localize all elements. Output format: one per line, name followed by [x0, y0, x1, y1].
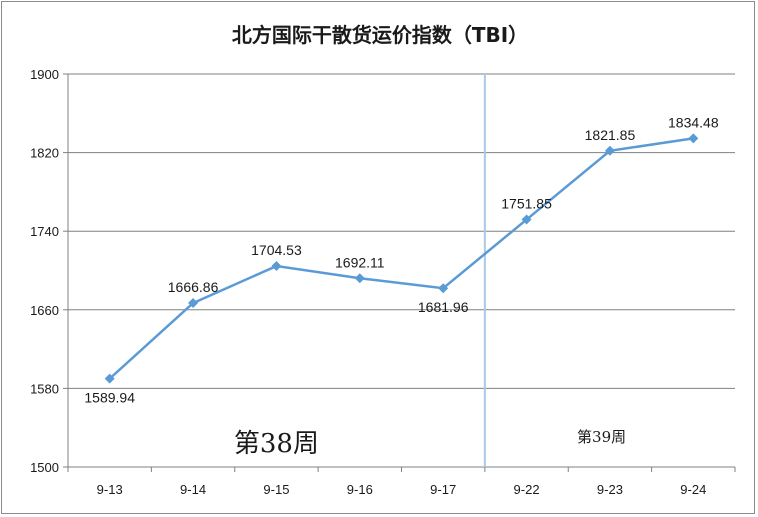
- y-tick-label: 1820: [30, 146, 59, 161]
- x-tick-label: 9-16: [347, 482, 373, 497]
- data-markers: [104, 133, 699, 384]
- y-tick-label: 1500: [30, 460, 59, 475]
- x-tick-label: 9-15: [263, 482, 289, 497]
- x-tick-label: 9-13: [97, 482, 123, 497]
- data-point: [104, 373, 115, 384]
- y-tick-label: 1580: [30, 381, 59, 396]
- data-point: [604, 145, 615, 156]
- data-point: [188, 298, 199, 309]
- x-tick-label: 9-17: [430, 482, 456, 497]
- chart-title: 北方国际干散货运价指数（TBI）: [232, 23, 528, 47]
- data-point: [354, 273, 365, 284]
- data-label: 1704.53: [251, 242, 302, 258]
- data-label: 1681.96: [418, 299, 469, 315]
- data-point: [688, 133, 699, 144]
- y-tick-labels: 1500 1580 1660 1740 1820 1900: [30, 67, 59, 475]
- week-38-annotation: 第38周: [234, 429, 319, 459]
- x-tick-label: 9-24: [680, 482, 706, 497]
- x-tick-labels: 9-13 9-14 9-15 9-16 9-17 9-22 9-23 9-24: [97, 482, 707, 497]
- week-39-annotation: 第39周: [577, 428, 626, 446]
- x-tick-label: 9-23: [597, 482, 623, 497]
- x-tick-label: 9-22: [514, 482, 540, 497]
- data-point: [521, 214, 532, 225]
- data-label: 1821.85: [585, 127, 636, 143]
- x-tick-label: 9-14: [180, 482, 206, 497]
- data-label: 1751.85: [501, 196, 552, 212]
- data-label: 1666.86: [168, 279, 219, 295]
- y-tick-label: 1740: [30, 224, 59, 239]
- y-tick-label: 1900: [30, 67, 59, 82]
- data-labels: 1589.94 1666.86 1704.53 1692.11 1681.96 1751.…: [84, 114, 718, 405]
- axes: [67, 74, 736, 472]
- grid-lines: [63, 73, 735, 468]
- data-label: 1692.11: [335, 254, 385, 270]
- data-label: 1834.48: [668, 114, 719, 130]
- data-point: [271, 261, 282, 272]
- data-point: [438, 283, 449, 294]
- series-line: [108, 137, 694, 380]
- y-tick-label: 1660: [30, 303, 59, 318]
- data-label: 1589.94: [84, 390, 135, 406]
